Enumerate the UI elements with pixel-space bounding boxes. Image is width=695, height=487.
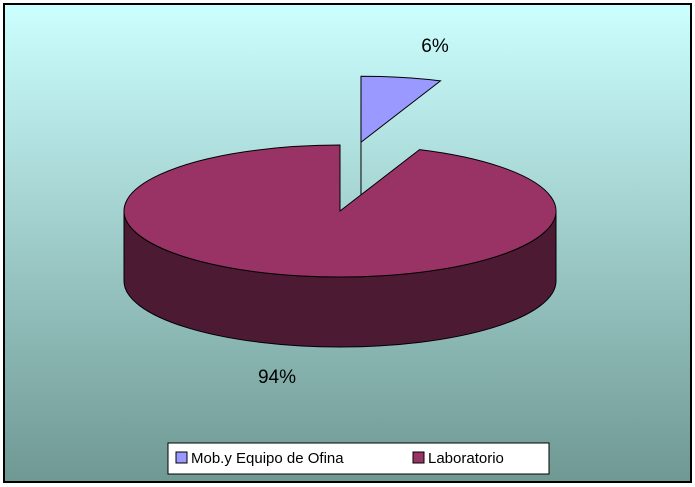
legend-label: Mob.y Equipo de Ofina (191, 450, 344, 467)
legend-swatch (175, 451, 188, 464)
slice-top (123, 144, 557, 278)
data-label: 6% (421, 36, 449, 57)
slice-top (360, 75, 442, 144)
legend (167, 442, 550, 475)
legend-label: Laboratorio (428, 450, 504, 467)
data-label: 94% (258, 367, 296, 388)
legend-swatch (412, 451, 425, 464)
